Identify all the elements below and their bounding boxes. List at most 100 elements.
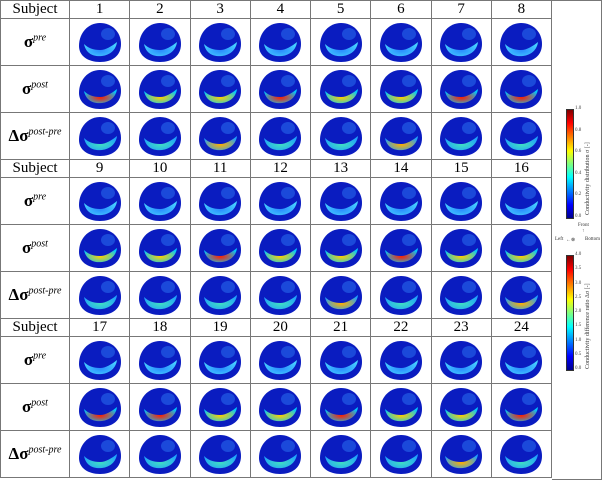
image-cell xyxy=(129,383,191,431)
subject-number: 5 xyxy=(309,0,372,19)
results-table: Subject 1 2 3 4 5 6 7 8 σpre σpost xyxy=(0,0,553,478)
conductivity-image xyxy=(259,341,302,380)
conductivity-image xyxy=(259,229,302,268)
conductivity-image xyxy=(259,23,302,62)
row-label: σpost xyxy=(0,65,70,113)
conductivity-image xyxy=(319,70,362,109)
conductivity-image xyxy=(199,229,242,268)
conductivity-image xyxy=(500,117,543,156)
conductivity-image xyxy=(259,182,302,221)
conductivity-image xyxy=(259,70,302,109)
conductivity-image xyxy=(319,182,362,221)
conductivity-image xyxy=(319,435,362,474)
colorbar-sigma-label: Conductivity distribution σ [-] xyxy=(585,142,591,215)
orientation-bottom: Bottom xyxy=(585,237,601,242)
row-label: σpre xyxy=(0,18,70,66)
conductivity-image xyxy=(199,182,242,221)
image-cell xyxy=(430,112,492,160)
conductivity-image xyxy=(440,23,483,62)
row-label-symbol: σ xyxy=(19,444,29,463)
row-label-symbol: σ xyxy=(22,397,32,416)
colorbar-delta-label: Conductivity difference ratio Δσ [-] xyxy=(585,283,591,369)
conductivity-image xyxy=(440,117,483,156)
conductivity-image xyxy=(138,341,181,380)
conductivity-image xyxy=(199,276,242,315)
row-label-symbol: σ xyxy=(22,238,32,257)
colorbar-tick: 0.0 xyxy=(575,366,582,371)
subject-header: Subject xyxy=(0,318,70,337)
row-label-prefix: Δ xyxy=(8,444,20,463)
image-cell xyxy=(68,65,131,113)
row-label-symbol: σ xyxy=(19,126,29,145)
arrow-up-icon: ↑ xyxy=(582,229,585,234)
subject-number: 8 xyxy=(490,0,553,19)
image-cell xyxy=(370,177,432,225)
row-label-symbol: σ xyxy=(23,191,34,210)
colorbar-tick: 1.0 xyxy=(575,337,582,343)
colorbar-sigma xyxy=(566,109,574,219)
image-cell xyxy=(249,336,312,384)
colorbar-tick: 2.0 xyxy=(575,309,582,314)
conductivity-image xyxy=(199,388,242,427)
conductivity-image xyxy=(319,117,362,156)
subject-number: 6 xyxy=(370,0,432,19)
row-label: Δσpost-pre xyxy=(0,112,70,160)
image-cell xyxy=(309,65,372,113)
image-cell xyxy=(490,112,553,160)
conductivity-image xyxy=(199,70,242,109)
conductivity-image xyxy=(138,23,181,62)
subject-number: 12 xyxy=(249,159,312,178)
colorbar-delta xyxy=(566,255,574,371)
image-cell xyxy=(68,177,131,225)
conductivity-image xyxy=(379,388,422,427)
conductivity-image xyxy=(78,23,121,62)
conductivity-image xyxy=(440,341,483,380)
conductivity-image xyxy=(379,182,422,221)
image-cell xyxy=(249,430,312,478)
colorbar-tick: 1.5 xyxy=(575,323,582,329)
conductivity-image xyxy=(379,70,422,109)
conductivity-image xyxy=(500,388,543,427)
image-cell xyxy=(490,224,553,272)
conductivity-image xyxy=(440,182,483,221)
conductivity-image xyxy=(500,276,543,315)
subject-number: 9 xyxy=(68,159,131,178)
image-cell xyxy=(68,18,131,66)
image-cell xyxy=(430,271,492,319)
subject-number: 17 xyxy=(68,318,131,337)
colorbar-tick: 0.0 xyxy=(575,214,582,219)
conductivity-image xyxy=(138,276,181,315)
arrow-left-icon: ←⊗ xyxy=(566,238,576,243)
conductivity-image xyxy=(440,435,483,474)
image-cell xyxy=(430,430,492,478)
row-label-sup: pre xyxy=(33,32,47,44)
subject-header: Subject xyxy=(0,159,70,178)
row-label-prefix: Δ xyxy=(8,126,20,145)
conductivity-image xyxy=(319,341,362,380)
conductivity-image xyxy=(259,276,302,315)
subject-number: 23 xyxy=(430,318,492,337)
subject-number: 20 xyxy=(249,318,312,337)
conductivity-image xyxy=(500,70,543,109)
subject-number: 10 xyxy=(129,159,191,178)
row-label-sup: post xyxy=(31,238,48,250)
subject-number: 2 xyxy=(129,0,191,19)
image-cell xyxy=(68,383,131,431)
image-cell xyxy=(309,224,372,272)
conductivity-image xyxy=(500,341,543,380)
orientation-front: Front xyxy=(578,223,589,228)
row-label-symbol: σ xyxy=(23,350,34,369)
conductivity-image xyxy=(500,23,543,62)
conductivity-image xyxy=(319,23,362,62)
image-cell xyxy=(249,177,312,225)
row-label-symbol: σ xyxy=(19,285,29,304)
colorbar-tick: 2.5 xyxy=(575,294,582,300)
orientation-left: Left xyxy=(555,237,564,242)
image-cell xyxy=(189,271,251,319)
conductivity-image xyxy=(259,435,302,474)
image-cell xyxy=(370,430,432,478)
image-cell xyxy=(249,271,312,319)
conductivity-image xyxy=(259,388,302,427)
subject-number: 21 xyxy=(309,318,372,337)
image-cell xyxy=(68,112,131,160)
